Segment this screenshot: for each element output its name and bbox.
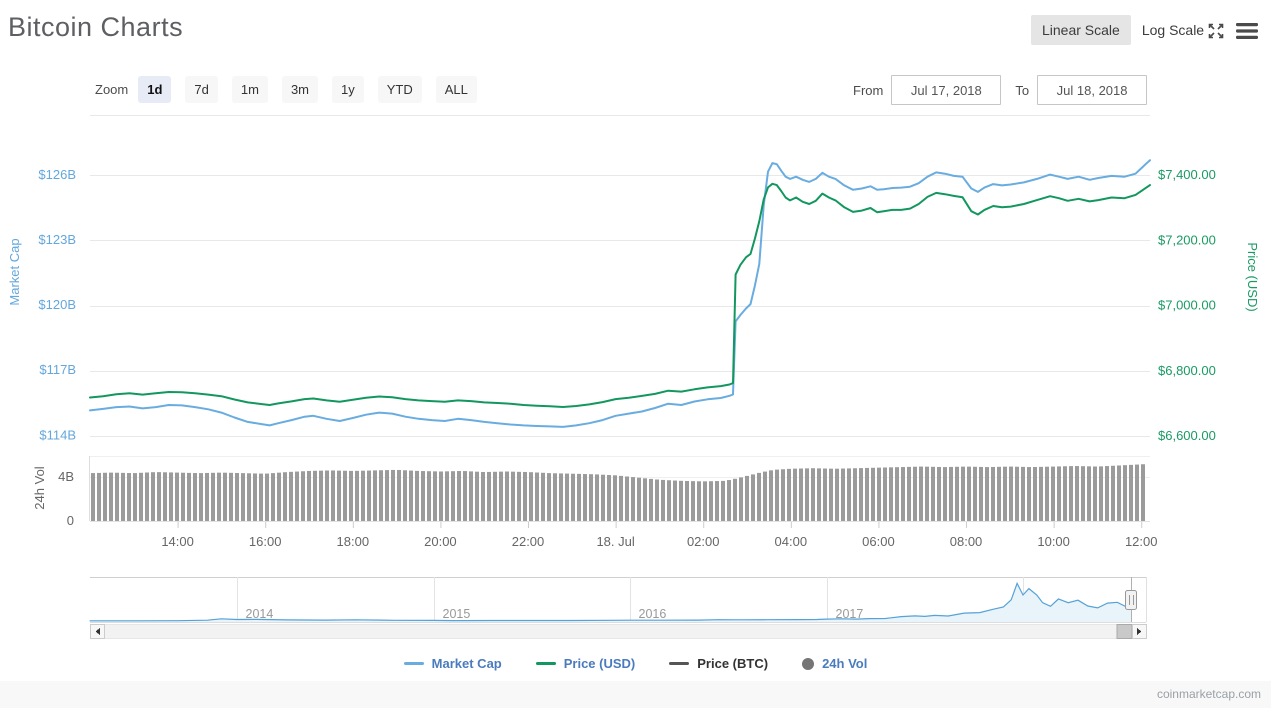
price-usd-axis-title: Price (USD) (1245, 242, 1260, 311)
legend-item-price-usd-[interactable]: Price (USD) (535, 656, 635, 671)
market-cap-axis-labels: $126B $123B $120B $117B $114B (38, 167, 76, 442)
svg-text:20:00: 20:00 (424, 534, 457, 549)
date-range-controls: From To (853, 75, 1148, 105)
time-axis-labels: 14:00 16:00 18:00 20:00 22:00 18. Jul 02:00 04:… (161, 522, 1158, 549)
legend-circle-marker (802, 657, 815, 670)
svg-text:$120B: $120B (38, 297, 76, 312)
to-label: To (1015, 82, 1030, 98)
volume-axis-title: 24h Vol (32, 466, 47, 509)
to-date-input[interactable] (1037, 75, 1148, 105)
log-scale-button[interactable]: Log Scale (1141, 22, 1205, 38)
zoom-button-7d[interactable]: 7d (185, 76, 218, 103)
watermark: coinmarketcap.com (1156, 687, 1261, 701)
svg-text:10:00: 10:00 (1037, 534, 1070, 549)
svg-text:04:00: 04:00 (775, 534, 808, 549)
svg-text:$126B: $126B (38, 167, 76, 182)
volume-bars (91, 464, 1145, 521)
zoom-label: Zoom (95, 82, 129, 97)
svg-text:$7,000.00: $7,000.00 (1158, 298, 1216, 313)
svg-text:$7,200.00: $7,200.00 (1158, 232, 1216, 247)
svg-text:$117B: $117B (39, 362, 76, 377)
svg-text:08:00: 08:00 (950, 534, 983, 549)
legend-item-24h-vol[interactable]: 24h Vol (802, 656, 867, 671)
footer-bar: coinmarketcap.com (0, 681, 1271, 708)
legend-line-marker (669, 662, 690, 665)
navigator[interactable]: 20142015201620172018 (89, 577, 1147, 623)
market-cap-axis-title: Market Cap (7, 238, 22, 305)
volume-axis-labels: 4B 0 (58, 469, 74, 528)
zoom-button-3m[interactable]: 3m (281, 76, 318, 103)
legend-line-marker (403, 662, 424, 665)
zoom-button-1d[interactable]: 1d (138, 76, 172, 103)
svg-text:22:00: 22:00 (512, 534, 545, 549)
svg-text:$123B: $123B (38, 232, 76, 247)
navigator-area (89, 583, 1132, 622)
svg-text:2017: 2017 (836, 607, 864, 621)
svg-text:18. Jul: 18. Jul (596, 534, 634, 549)
zoom-button-1m[interactable]: 1m (231, 76, 268, 103)
svg-text:18:00: 18:00 (337, 534, 370, 549)
fullscreen-icon[interactable] (1206, 21, 1226, 46)
zoom-range-toolbar: Zoom 1d 7d 1m 3m 1y YTD ALL (95, 76, 491, 103)
svg-text:16:00: 16:00 (249, 534, 282, 549)
svg-text:12:00: 12:00 (1125, 534, 1158, 549)
svg-text:4B: 4B (58, 469, 74, 484)
from-label: From (853, 82, 884, 98)
navigator-line (89, 581, 1132, 622)
price-usd-line (89, 182, 1151, 408)
zoom-button-1y[interactable]: 1y (332, 76, 364, 103)
svg-text:06:00: 06:00 (862, 534, 895, 549)
svg-text:02:00: 02:00 (687, 534, 720, 549)
scrollbar-thumb[interactable] (1116, 624, 1133, 639)
chart-legend: Market Cap Price (USD) Price (BTC) 24h Vol (0, 656, 1271, 671)
svg-text:14:00: 14:00 (161, 534, 194, 549)
svg-text:2015: 2015 (443, 607, 471, 621)
legend-item-price-btc-[interactable]: Price (BTC) (669, 656, 768, 671)
legend-line-marker (535, 662, 556, 665)
chart-plot-area[interactable] (90, 115, 1150, 521)
navigator-handle[interactable] (1125, 577, 1137, 622)
linear-scale-button[interactable]: Linear Scale (1031, 15, 1131, 45)
svg-text:2016: 2016 (639, 607, 667, 621)
scale-toggle: Linear Scale Log Scale (1031, 15, 1215, 45)
scrollbar-track[interactable] (103, 624, 1133, 639)
hamburger-menu-icon[interactable] (1236, 22, 1258, 45)
market-cap-line (89, 159, 1151, 428)
svg-text:$6,800.00: $6,800.00 (1158, 363, 1216, 378)
svg-text:$7,400.00: $7,400.00 (1158, 167, 1216, 182)
zoom-button-ytd[interactable]: YTD (377, 76, 422, 103)
legend-item-market-cap[interactable]: Market Cap (403, 656, 502, 671)
svg-text:$6,600.00: $6,600.00 (1158, 428, 1216, 443)
from-date-input[interactable] (891, 75, 1002, 105)
zoom-button-all[interactable]: ALL (435, 76, 477, 103)
svg-text:$114B: $114B (39, 427, 76, 442)
svg-text:2014: 2014 (246, 607, 274, 621)
page-title: Bitcoin Charts (8, 12, 184, 42)
zoom-buttons: 1d 7d 1m 3m 1y YTD ALL (138, 76, 491, 103)
price-usd-axis-labels: $7,400.00 $7,200.00 $7,000.00 $6,800.00 $6,6… (1158, 167, 1216, 443)
svg-text:0: 0 (67, 513, 74, 528)
navigator-scrollbar (90, 624, 1147, 639)
